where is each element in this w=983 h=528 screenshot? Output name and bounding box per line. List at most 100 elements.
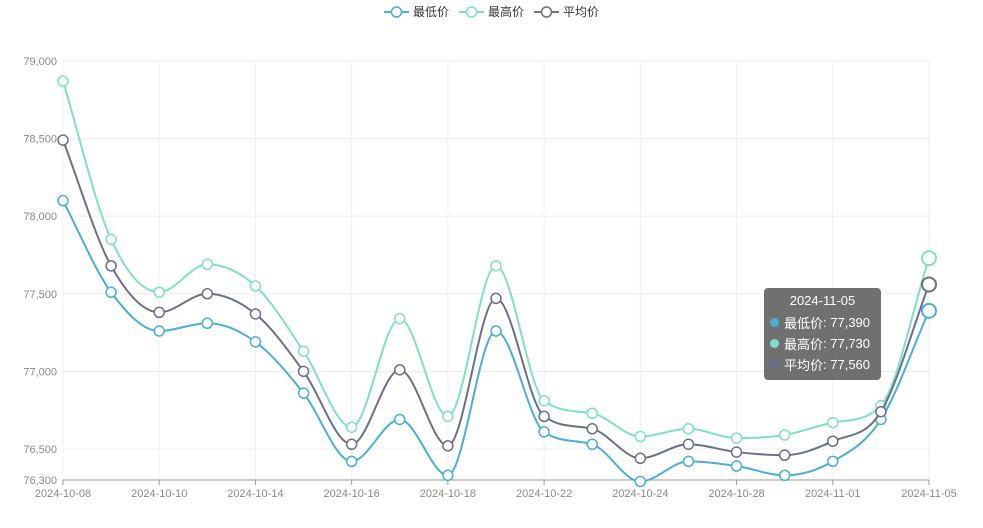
data-point[interactable] [201,317,214,330]
tooltip-label-avg: 平均价 [784,358,824,373]
data-point[interactable] [57,134,69,146]
data-point[interactable] [153,306,165,319]
data-point[interactable] [297,345,310,357]
data-point[interactable] [105,233,117,246]
data-point[interactable] [297,365,310,378]
x-tick-label: 2024-10-10 [131,488,187,500]
x-tick-label: 2024-10-08 [35,488,91,500]
tooltip: 2024-11-05 最低价: 77,390 最高价: 77,730 平均价: … [764,288,881,380]
x-tick-label: 2024-10-22 [516,488,572,500]
data-point[interactable] [153,286,165,298]
legend-item-min[interactable]: 最低价 [383,3,449,20]
data-point[interactable] [153,325,165,337]
data-point[interactable] [490,325,502,337]
data-point[interactable] [249,336,262,348]
data-point[interactable] [682,438,695,451]
legend-label-max: 最高价 [487,5,524,19]
data-point[interactable] [490,260,502,272]
x-tick-label: 2024-10-28 [708,488,764,500]
data-point[interactable] [682,423,695,435]
data-point[interactable] [538,426,550,438]
data-point[interactable] [57,75,69,87]
data-point[interactable] [778,429,791,441]
data-point[interactable] [634,430,647,443]
y-tick-label: 76,500 [23,444,57,456]
tooltip-label-min: 最低价 [784,316,824,331]
y-tick-label: 78,500 [23,134,57,146]
series-2 [57,134,937,465]
tooltip-row-min: 最低价: 77,390 [770,312,875,333]
data-point[interactable] [778,449,791,461]
legend-item-avg[interactable]: 平均价 [534,3,599,20]
tooltip-row-max: 最高价: 77,730 [770,333,875,354]
x-tick-label: 2024-11-05 [901,488,956,500]
legend-label-min: 最低价 [412,5,449,19]
data-point[interactable] [201,258,214,271]
tooltip-value-max: 77,730 [830,336,871,351]
data-point[interactable] [538,395,550,407]
tooltip-value-min: 77,390 [830,315,871,330]
data-point[interactable] [730,432,743,444]
legend-line-icon [534,5,559,18]
data-point[interactable] [682,455,695,468]
data-point[interactable] [105,286,117,298]
x-tick-label: 2024-10-24 [612,488,668,500]
grid [62,60,930,481]
data-point[interactable] [586,438,598,451]
data-point[interactable] [394,312,406,325]
data-point[interactable] [201,288,214,300]
data-point[interactable] [105,260,117,272]
data-point[interactable] [345,455,358,468]
series-line [62,80,930,440]
x-tick-label: 2024-10-16 [324,488,380,500]
data-point[interactable] [827,455,839,468]
data-point[interactable] [538,410,550,423]
data-point[interactable] [442,469,454,482]
legend-line-icon [383,5,409,18]
data-point[interactable] [249,308,262,320]
tooltip-dot-icon [770,318,779,327]
data-point[interactable] [442,440,454,452]
y-axis: 79,000 78,500 78,000 77,500 77,000 76,500 76,3… [23,56,57,487]
data-point[interactable] [345,438,358,451]
data-point[interactable] [921,302,937,319]
tooltip-value-avg: 77,560 [830,357,871,372]
data-point[interactable] [730,460,743,472]
legend-line-icon [458,5,484,18]
data-point[interactable] [394,364,406,376]
data-point[interactable] [634,475,647,488]
tooltip-date: 2024-11-05 [789,293,856,308]
x-tick-label: 2024-11-01 [805,488,860,500]
data-point[interactable] [490,292,502,305]
data-point[interactable] [827,435,839,447]
data-point[interactable] [57,194,69,207]
x-axis: 2024-10-08 2024-10-10 2024-10-14 2024-10-16… [35,479,957,500]
x-tick-label: 2024-10-14 [227,488,283,500]
tooltip-label-max: 最高价 [784,337,824,352]
data-point[interactable] [921,276,937,293]
data-point[interactable] [586,407,598,420]
series-1 [57,75,937,444]
data-point[interactable] [586,423,598,435]
data-point[interactable] [345,421,358,433]
data-point[interactable] [249,280,262,292]
y-tick-label: 77,500 [23,289,57,301]
data-point[interactable] [875,405,887,418]
data-point[interactable] [394,413,406,426]
y-tick-label: 78,000 [23,211,57,223]
tooltip-dot-icon [770,339,779,348]
y-tick-label: 77,000 [23,366,57,378]
tooltip-row-avg: 平均价: 77,560 [770,354,875,375]
data-point[interactable] [442,410,454,423]
data-point[interactable] [634,452,647,465]
legend-item-max[interactable]: 最高价 [458,3,524,20]
data-point[interactable] [730,446,743,458]
tooltip-dot-icon [770,360,779,369]
data-point[interactable] [921,250,937,267]
data-point[interactable] [297,387,310,399]
series-layer [57,75,937,488]
data-point[interactable] [827,416,839,429]
legend-label-avg: 平均价 [563,5,600,19]
data-point[interactable] [778,469,791,482]
